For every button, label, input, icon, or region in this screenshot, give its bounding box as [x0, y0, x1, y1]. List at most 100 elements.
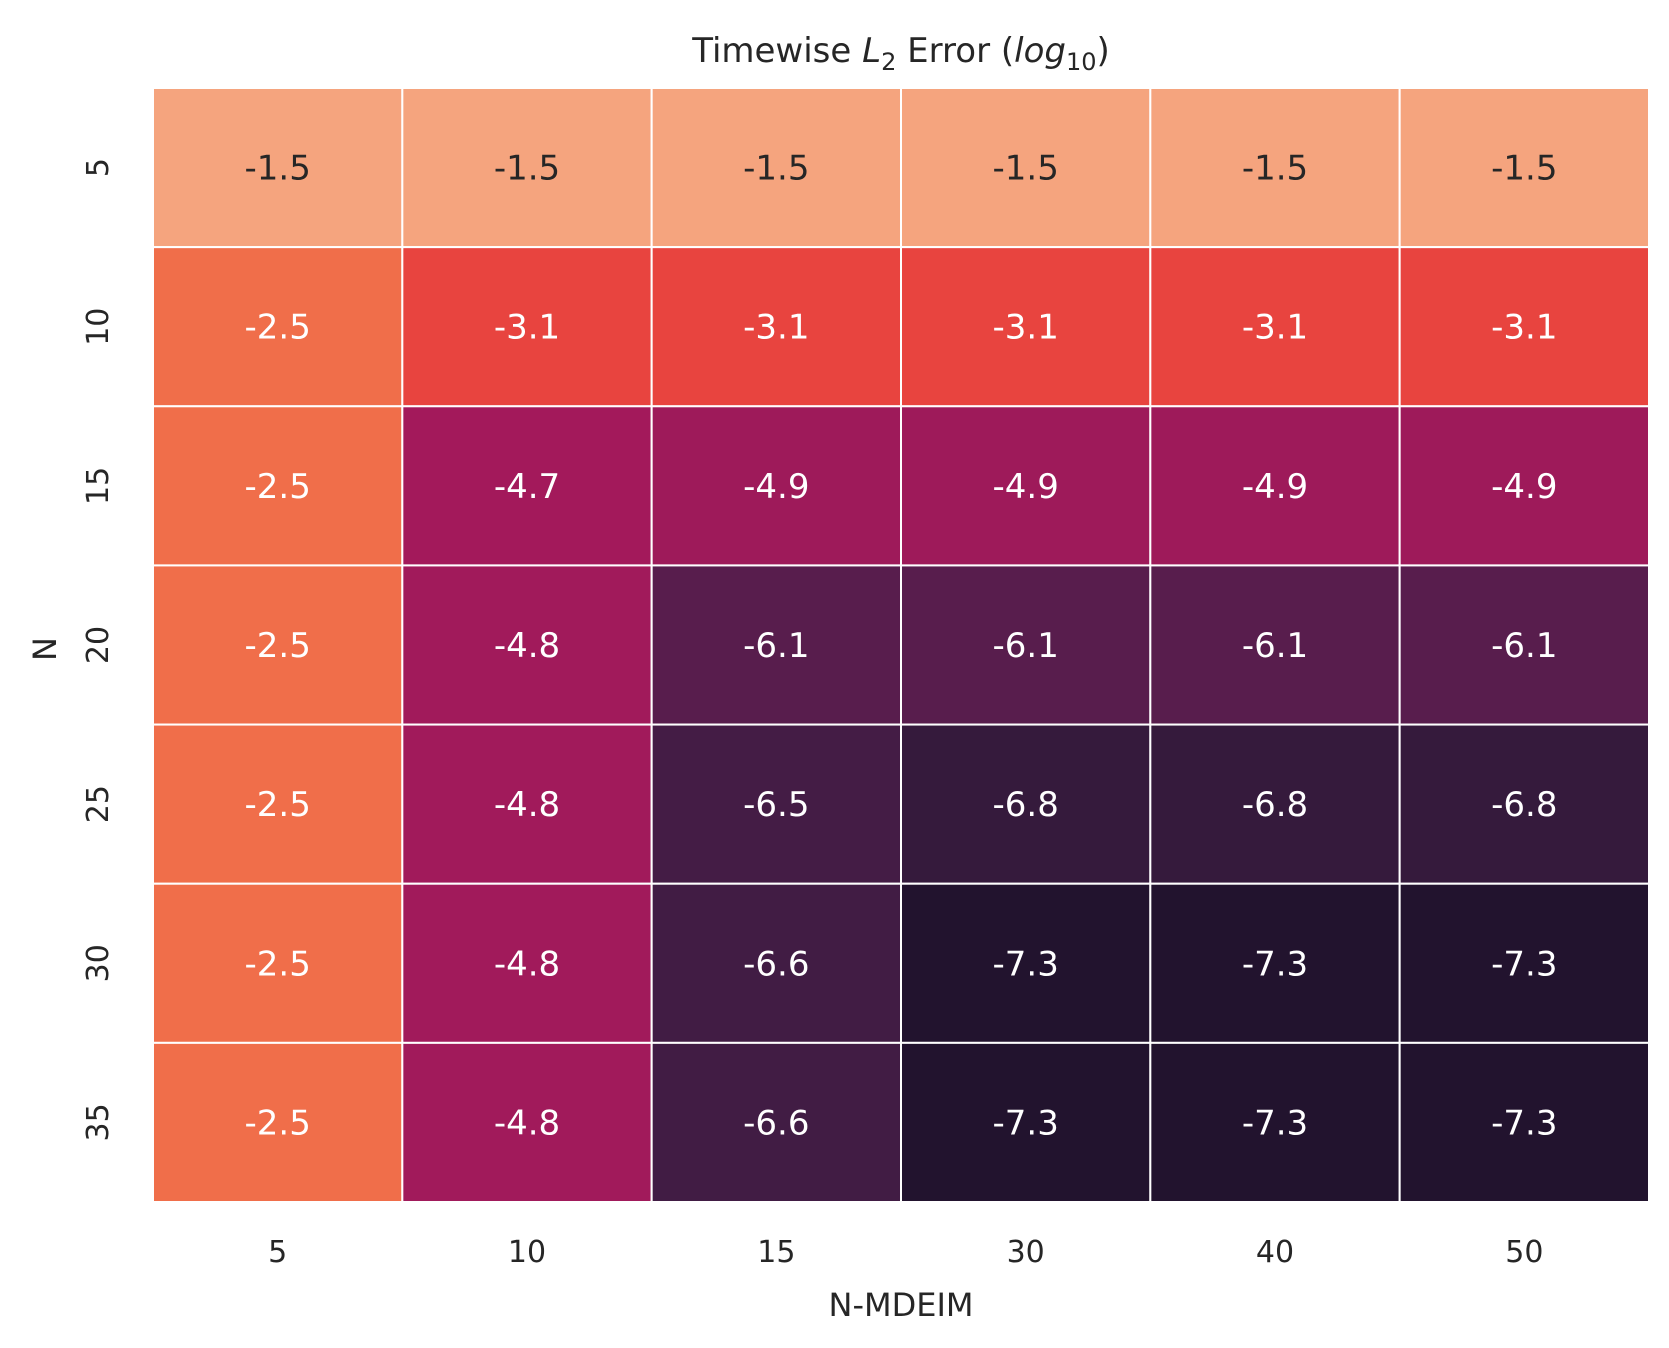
y-axis-ticks: 5 10 15 20 25 30 35: [81, 158, 116, 1141]
heatmap-cell: [650, 564, 903, 726]
y-tick-label: 5: [81, 158, 116, 177]
heatmap-cell: [650, 87, 903, 249]
heatmap-cell: [1149, 882, 1401, 1044]
heatmap-cell: [650, 405, 903, 567]
y-tick-label: 25: [81, 785, 116, 823]
cell-value-label: -4.9: [992, 467, 1058, 507]
heatmap-cell: [1149, 405, 1401, 567]
cell-value-label: -7.3: [1242, 1103, 1308, 1143]
cell-value-label: -4.8: [494, 626, 560, 666]
heatmap-cell: [401, 405, 653, 567]
cell-value-label: -3.1: [992, 308, 1058, 348]
heatmap-cell: [152, 723, 404, 885]
x-tick-label: 50: [1505, 1235, 1543, 1270]
chart-title: Timewise L2 Error (log10): [691, 31, 1110, 76]
cell-value-label: -7.3: [1491, 944, 1557, 984]
cell-value-label: -6.1: [1242, 626, 1308, 666]
cell-value-label: -1.5: [1242, 149, 1308, 189]
x-axis-label: N-MDEIM: [829, 1286, 974, 1324]
x-tick-label: 10: [508, 1235, 546, 1270]
heatmap-cell: [152, 564, 404, 726]
cell-value-label: -3.1: [1242, 308, 1308, 348]
y-tick-label: 30: [81, 944, 116, 982]
cell-value-label: -7.3: [1491, 1103, 1557, 1143]
cell-value-label: -2.5: [244, 308, 310, 348]
y-tick-label: 35: [81, 1103, 116, 1141]
title-log: log: [1014, 31, 1066, 71]
heatmap-cell: [152, 405, 404, 567]
cell-value-label: -4.8: [494, 785, 560, 825]
cell-value-label: -4.8: [494, 944, 560, 984]
cell-value-label: -6.8: [1491, 785, 1557, 825]
x-tick-label: 40: [1256, 1235, 1294, 1270]
x-axis-ticks: 5 10 15 30 40 50: [268, 1235, 1543, 1270]
heatmap-cell: [401, 87, 653, 249]
cell-value-label: -4.8: [494, 1103, 560, 1143]
title-symbol: L: [862, 31, 881, 71]
heatmap-cell: [900, 405, 1152, 567]
heatmap-cell: [900, 87, 1152, 249]
heatmap-cell: [1149, 87, 1401, 249]
heatmap-cell: [401, 1041, 653, 1204]
cell-value-label: -6.1: [992, 626, 1058, 666]
cell-value-label: -6.8: [1242, 785, 1308, 825]
heatmap-cell: [1398, 1041, 1650, 1204]
cell-value-label: -1.5: [494, 149, 560, 189]
heatmap-cell: [900, 723, 1152, 885]
heatmap-cell: [1149, 723, 1401, 885]
heatmap-cell: [1149, 564, 1401, 726]
cell-value-label: -1.5: [244, 149, 310, 189]
title-suffix: ): [1097, 31, 1110, 71]
title-log-subscript: 10: [1066, 48, 1097, 76]
cell-value-label: -2.5: [244, 467, 310, 507]
cell-value-label: -7.3: [1242, 944, 1308, 984]
heatmap-cell: [152, 882, 404, 1044]
heatmap-cell: [900, 1041, 1152, 1204]
cell-value-label: -6.5: [743, 785, 809, 825]
cell-value-label: -4.9: [1491, 467, 1557, 507]
heatmap-cell: [1398, 246, 1650, 408]
title-prefix: Timewise: [691, 31, 862, 71]
cell-value-label: -7.3: [992, 944, 1058, 984]
heatmap-cell: [1398, 723, 1650, 885]
heatmap-cell: [1149, 1041, 1401, 1204]
heatmap-cell: [401, 564, 653, 726]
cell-value-label: -6.6: [743, 944, 809, 984]
heatmap-cell: [1398, 405, 1650, 567]
title-middle: Error (: [896, 31, 1014, 71]
heatmap-cell: [1398, 882, 1650, 1044]
heatmap-cell: [401, 246, 653, 408]
heatmap-cell: [900, 246, 1152, 408]
heatmap-cell: [650, 1041, 903, 1204]
title-symbol-subscript: 2: [881, 48, 896, 76]
cell-value-label: -1.5: [1491, 149, 1557, 189]
x-tick-label: 15: [757, 1235, 795, 1270]
heatmap-cell: [900, 564, 1152, 726]
cell-value-label: -4.7: [494, 467, 560, 507]
x-tick-label: 5: [268, 1235, 287, 1270]
heatmap-cell: [650, 723, 903, 885]
cell-value-label: -4.9: [1242, 467, 1308, 507]
heatmap-cells: -1.5 -1.5 -1.5 -1.5 -1.5 -1.5 -2.5 -3.1 -3.1 -3.1…: [152, 87, 1650, 1204]
y-tick-label: 15: [81, 467, 116, 505]
cell-value-label: -6.6: [743, 1103, 809, 1143]
cell-value-label: -2.5: [244, 1103, 310, 1143]
heatmap-cell: [152, 1041, 404, 1204]
cell-value-label: -6.1: [743, 626, 809, 666]
cell-value-label: -3.1: [1491, 308, 1557, 348]
cell-value-label: -2.5: [244, 785, 310, 825]
cell-value-label: -3.1: [743, 308, 809, 348]
cell-value-label: -2.5: [244, 944, 310, 984]
cell-value-label: -6.8: [992, 785, 1058, 825]
heatmap-cell: [1398, 564, 1650, 726]
y-axis-label: N: [26, 637, 64, 661]
heatmap-cell: [1398, 87, 1650, 249]
y-tick-label: 10: [81, 308, 116, 346]
cell-value-label: -7.3: [992, 1103, 1058, 1143]
cell-value-label: -2.5: [244, 626, 310, 666]
cell-value-label: -4.9: [743, 467, 809, 507]
x-tick-label: 30: [1007, 1235, 1045, 1270]
y-tick-label: 20: [81, 626, 116, 664]
cell-value-label: -1.5: [743, 149, 809, 189]
